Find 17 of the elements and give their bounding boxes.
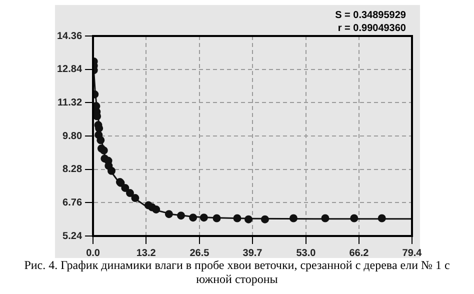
text: r = 0.99049360 bbox=[338, 23, 406, 34]
y-tick-label: 11.32 bbox=[58, 97, 82, 108]
x-tick-label: 66.2 bbox=[349, 248, 370, 259]
x-tick-label: 26.5 bbox=[190, 248, 210, 259]
y-tick-label: 5.24 bbox=[62, 230, 82, 242]
y-tick-label: 14.36 bbox=[56, 30, 82, 42]
text: S = 0.34895929 bbox=[335, 10, 406, 21]
y-tick-label: 8.28 bbox=[62, 164, 82, 176]
x-tick-label: 79.4 bbox=[402, 248, 422, 259]
x-tick-label: 0.0 bbox=[86, 248, 100, 259]
y-tick-label: 12.84 bbox=[56, 64, 82, 76]
y-tick-label: 9.80 bbox=[62, 130, 82, 142]
x-tick-label: 53.0 bbox=[296, 248, 316, 259]
x-tick-label: 39.7 bbox=[242, 248, 263, 259]
text: Рис. 4. График динамики влаги в пробе хвои веточки, срезанной с дерева ели № 1 с южной стороны bbox=[23, 258, 451, 286]
x-tick-label: 13.2 bbox=[136, 248, 156, 259]
y-tick-label: 6.76 bbox=[62, 197, 82, 208]
